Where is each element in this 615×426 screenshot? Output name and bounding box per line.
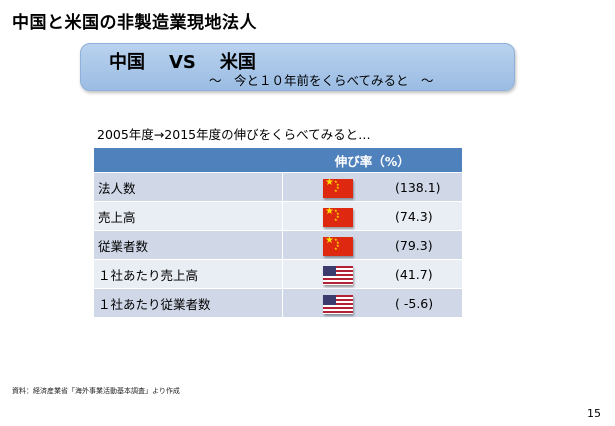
table-row: 従業者数 ★ ★ ★ ★ ★ (79.3)	[94, 230, 462, 260]
header-growth-rate: 伸び率（%）	[282, 148, 462, 173]
usa-flag-icon	[323, 295, 353, 314]
row-value: (79.3)	[395, 238, 433, 253]
china-flag-icon: ★ ★ ★ ★ ★	[323, 237, 353, 256]
table-row: １社あたり従業者数 ( -5.6)	[94, 288, 462, 317]
table-row: 法人数 ★ ★ ★ ★ ★ (138.1)	[94, 172, 462, 202]
row-label: １社あたり売上高	[94, 259, 283, 289]
banner-vs: VS	[169, 52, 196, 73]
table-header-row: 伸び率（%）	[94, 148, 462, 173]
source-note: 資料：経済産業省「海外事業活動基本調査」より作成	[12, 387, 180, 395]
banner-subtitle: ～ 今と１０年前をくらべてみると ～	[209, 73, 434, 88]
china-flag-icon: ★ ★ ★ ★ ★	[323, 208, 353, 227]
row-label: 売上高	[94, 201, 283, 231]
usa-flag-icon	[323, 266, 353, 285]
row-label: 法人数	[94, 172, 283, 202]
table-row: １社あたり売上高 (41.7)	[94, 259, 462, 289]
row-label: １社あたり従業者数	[94, 288, 283, 317]
header-label	[94, 148, 283, 173]
row-value: (74.3)	[395, 209, 433, 224]
row-value: (138.1)	[395, 180, 441, 195]
china-flag-icon: ★ ★ ★ ★ ★	[323, 179, 353, 198]
comparison-banner: 中国 VS 米国 ～ 今と１０年前をくらべてみると ～	[80, 43, 515, 91]
slide-title: 中国と米国の非製造業現地法人	[12, 13, 257, 33]
growth-table: 伸び率（%） 法人数 ★ ★ ★ ★ ★ (138.1) 売上高 ★ ★ ★ ★ ★ (74.3…	[94, 148, 462, 317]
intro-text: 2005年度→2015年度の伸びをくらべてみると…	[97, 127, 371, 142]
banner-right: 米国	[219, 52, 256, 73]
page-number: 15	[587, 407, 601, 420]
banner-left: 中国	[109, 52, 145, 73]
row-value: (41.7)	[395, 267, 433, 282]
banner-heading: 中国 VS 米国	[109, 48, 256, 74]
table-row: 売上高 ★ ★ ★ ★ ★ (74.3)	[94, 201, 462, 231]
row-value: ( -5.6)	[395, 296, 434, 311]
row-label: 従業者数	[94, 230, 283, 260]
